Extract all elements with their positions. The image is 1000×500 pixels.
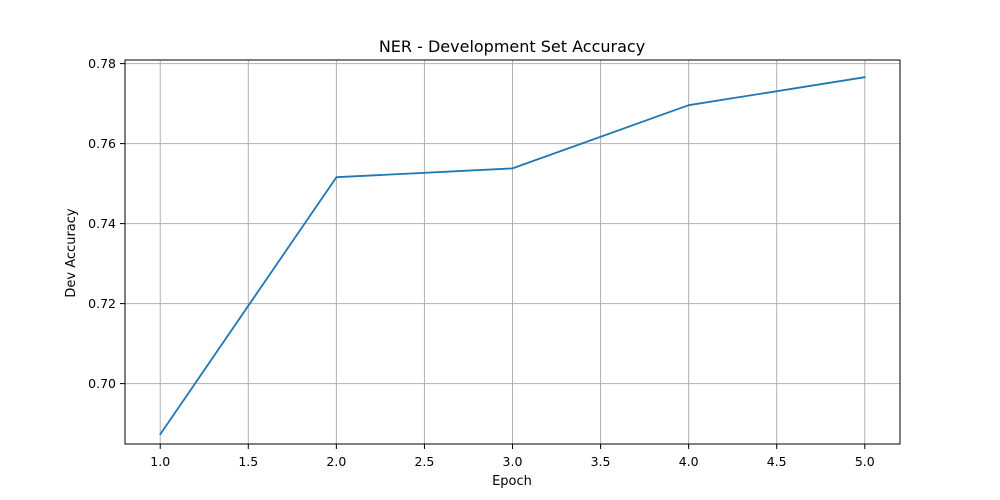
x-tick-label: 5.0 xyxy=(855,454,875,469)
data-point xyxy=(863,76,866,79)
x-tick-label: 2.5 xyxy=(414,454,434,469)
data-point xyxy=(335,176,338,179)
y-axis-ticks: 0.70 0.72 0.74 0.76 0.78 xyxy=(88,56,125,391)
x-tick-label: 4.5 xyxy=(767,454,787,469)
series-layer xyxy=(159,76,866,436)
x-tick-label: 1.0 xyxy=(150,454,170,469)
x-axis-ticks: 1.0 1.5 2.0 2.5 3.0 3.5 4.0 4.5 5.0 xyxy=(150,444,875,469)
x-tick-label: 4.0 xyxy=(679,454,699,469)
chart-title: NER - Development Set Accuracy xyxy=(379,37,645,56)
x-tick-label: 3.0 xyxy=(503,454,523,469)
y-axis-label: Dev Accuracy xyxy=(64,208,79,297)
x-tick-label: 2.0 xyxy=(326,454,346,469)
y-tick-label: 0.70 xyxy=(88,376,116,391)
data-point xyxy=(687,104,690,107)
grid-lines xyxy=(125,60,900,444)
y-tick-label: 0.72 xyxy=(88,296,116,311)
y-tick-label: 0.76 xyxy=(88,136,116,151)
x-tick-label: 1.5 xyxy=(238,454,258,469)
y-tick-label: 0.74 xyxy=(88,216,116,231)
data-point xyxy=(159,433,162,436)
y-tick-label: 0.78 xyxy=(88,56,116,71)
x-axis-label: Epoch xyxy=(492,474,532,489)
data-point xyxy=(511,167,514,170)
x-tick-label: 3.5 xyxy=(591,454,611,469)
